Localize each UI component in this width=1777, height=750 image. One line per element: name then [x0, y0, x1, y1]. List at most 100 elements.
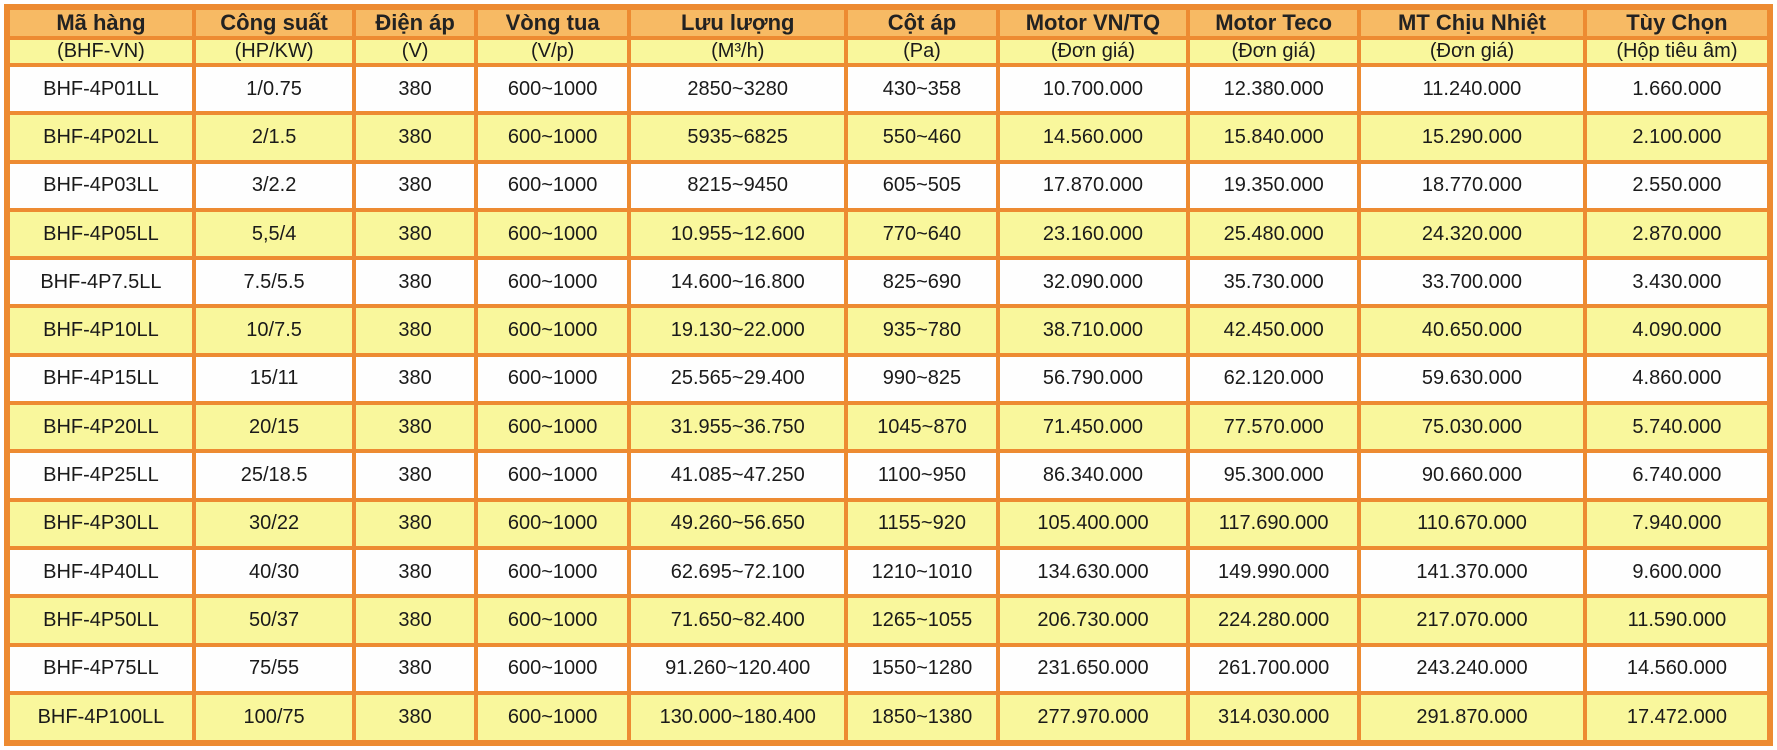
table-cell: 600~1000	[473, 111, 632, 164]
table-cell: 10.700.000	[995, 62, 1191, 116]
table-cell: 380	[352, 256, 478, 309]
table-cell: 149.990.000	[1186, 545, 1362, 599]
table-cell: 4.860.000	[1582, 352, 1773, 406]
header-ma-hang: Mã hàng	[5, 5, 196, 40]
table-cell: 600~1000	[473, 594, 632, 647]
table-cell: 3.430.000	[1582, 256, 1773, 309]
table-cell: 15.840.000	[1186, 111, 1362, 164]
table-cell: BHF-4P7.5LL	[5, 256, 196, 309]
table-row: BHF-4P7.5LL 7.5/5.5 380 600~1000 14.600~16.8…	[5, 256, 1773, 309]
table-cell: 1/0.75	[191, 62, 357, 116]
table-cell: 41.085~47.250	[627, 449, 849, 502]
table-cell: 1045~870	[844, 401, 1000, 454]
table-cell: 600~1000	[473, 401, 632, 454]
table-cell: 38.710.000	[995, 304, 1191, 357]
table-row: BHF-4P05LL 5,5/4 380 600~1000 10.955~12.600 7…	[5, 207, 1773, 261]
table-cell: BHF-4P15LL	[5, 352, 196, 406]
table-cell: 1550~1280	[844, 642, 1000, 695]
table-cell: 40/30	[191, 545, 357, 599]
header-dien-ap: Điện áp	[352, 5, 478, 40]
table-cell: 10.955~12.600	[627, 207, 849, 261]
table-cell: BHF-4P02LL	[5, 111, 196, 164]
table-cell: 71.450.000	[995, 401, 1191, 454]
table-cell: 18.770.000	[1357, 159, 1587, 212]
table-cell: 71.650~82.400	[627, 594, 849, 647]
table-row: BHF-4P50LL 50/37 380 600~1000 71.650~82.400 1…	[5, 594, 1773, 647]
table-row: BHF-4P15LL 15/11 380 600~1000 25.565~29.400 9…	[5, 352, 1773, 406]
table-cell: 380	[352, 62, 478, 116]
unit-vong-tua: (V/p)	[473, 36, 632, 67]
table-cell: 17.870.000	[995, 159, 1191, 212]
table-cell: 380	[352, 594, 478, 647]
table-cell: 105.400.000	[995, 497, 1191, 550]
table-cell: 2.100.000	[1582, 111, 1773, 164]
table-cell: 141.370.000	[1357, 545, 1587, 599]
table-cell: 14.560.000	[1582, 642, 1773, 695]
table-cell: 2/1.5	[191, 111, 357, 164]
table-cell: 90.660.000	[1357, 449, 1587, 502]
table-cell: 6.740.000	[1582, 449, 1773, 502]
table-cell: BHF-4P30LL	[5, 497, 196, 550]
table-cell: 5,5/4	[191, 207, 357, 261]
table-cell: 91.260~120.400	[627, 642, 849, 695]
table-cell: 42.450.000	[1186, 304, 1362, 357]
table-cell: BHF-4P25LL	[5, 449, 196, 502]
table-cell: 380	[352, 690, 478, 746]
table-cell: 100/75	[191, 690, 357, 746]
table-cell: 1155~920	[844, 497, 1000, 550]
table-cell: 35.730.000	[1186, 256, 1362, 309]
table-cell: 62.120.000	[1186, 352, 1362, 406]
table-cell: 600~1000	[473, 449, 632, 502]
table-cell: BHF-4P20LL	[5, 401, 196, 454]
header-motor-teco: Motor Teco	[1186, 5, 1362, 40]
header-luu-luong: Lưu lượng	[627, 5, 849, 40]
table-cell: 23.160.000	[995, 207, 1191, 261]
table-cell: 380	[352, 642, 478, 695]
header-mt-chiu-nhiet: MT Chịu Nhiệt	[1357, 5, 1587, 40]
fan-price-table: Mã hàng Công suất Điện áp Vòng tua Lưu l…	[4, 4, 1773, 746]
table-cell: 380	[352, 111, 478, 164]
unit-luu-luong: (M³/h)	[627, 36, 849, 67]
table-cell: 430~358	[844, 62, 1000, 116]
table-cell: 600~1000	[473, 352, 632, 406]
table-row: BHF-4P30LL 30/22 380 600~1000 49.260~56.650 1…	[5, 497, 1773, 550]
table-cell: 49.260~56.650	[627, 497, 849, 550]
table-cell: 380	[352, 352, 478, 406]
table-cell: 15/11	[191, 352, 357, 406]
table-cell: 4.090.000	[1582, 304, 1773, 357]
table-cell: 50/37	[191, 594, 357, 647]
header-cong-suat: Công suất	[191, 5, 357, 40]
unit-motor-teco: (Đơn giá)	[1186, 36, 1362, 67]
table-cell: 380	[352, 497, 478, 550]
table-cell: 75.030.000	[1357, 401, 1587, 454]
table-cell: 75/55	[191, 642, 357, 695]
table-cell: 11.590.000	[1582, 594, 1773, 647]
table-cell: 134.630.000	[995, 545, 1191, 599]
table-row: BHF-4P40LL 40/30 380 600~1000 62.695~72.100 1…	[5, 545, 1773, 599]
table-row: BHF-4P02LL 2/1.5 380 600~1000 5935~6825 550~4…	[5, 111, 1773, 164]
table-cell: 600~1000	[473, 159, 632, 212]
table-cell: 59.630.000	[1357, 352, 1587, 406]
table-cell: BHF-4P03LL	[5, 159, 196, 212]
header-motor-vn-tq: Motor VN/TQ	[995, 5, 1191, 40]
unit-mt-chiu-nhiet: (Đơn giá)	[1357, 36, 1587, 67]
table-cell: 12.380.000	[1186, 62, 1362, 116]
table-cell: 935~780	[844, 304, 1000, 357]
header-unit-row: (BHF-VN) (HP/KW) (V) (V/p) (M³/h) (Pa) (…	[5, 36, 1773, 67]
table-cell: 95.300.000	[1186, 449, 1362, 502]
table-cell: 32.090.000	[995, 256, 1191, 309]
table-cell: BHF-4P01LL	[5, 62, 196, 116]
table-cell: 30/22	[191, 497, 357, 550]
table-cell: 25.480.000	[1186, 207, 1362, 261]
table-cell: 600~1000	[473, 62, 632, 116]
table-cell: 25.565~29.400	[627, 352, 849, 406]
table-cell: 770~640	[844, 207, 1000, 261]
table-cell: 600~1000	[473, 690, 632, 746]
header-cot-ap: Cột áp	[844, 5, 1000, 40]
unit-motor-vn-tq: (Đơn giá)	[995, 36, 1191, 67]
table-row: BHF-4P20LL 20/15 380 600~1000 31.955~36.750 1…	[5, 401, 1773, 454]
table-cell: 600~1000	[473, 256, 632, 309]
table-cell: 380	[352, 401, 478, 454]
table-cell: 14.600~16.800	[627, 256, 849, 309]
table-body: BHF-4P01LL 1/0.75 380 600~1000 2850~3280 430~…	[5, 62, 1773, 746]
